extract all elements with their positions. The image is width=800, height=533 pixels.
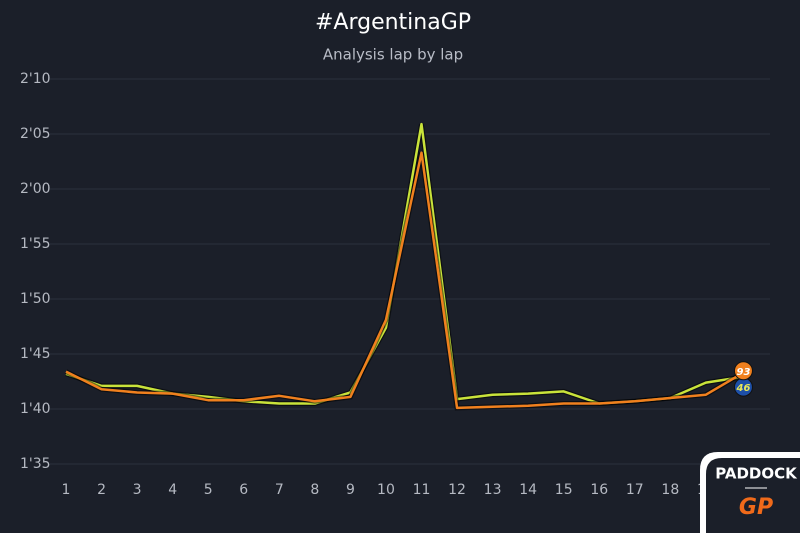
x-tick-label: 2: [97, 482, 106, 498]
y-tick-label: 1'55: [20, 236, 51, 252]
y-tick-label: 1'35: [20, 456, 51, 472]
x-tick-label: 14: [519, 482, 537, 498]
chart-subtitle: Analysis lap by lap: [323, 46, 463, 64]
badge: [733, 361, 753, 381]
badge-label: 93: [736, 367, 750, 378]
x-tick-label: 16: [590, 482, 608, 498]
logo-inner: [706, 458, 800, 533]
logo: PADDOCK GP: [700, 452, 800, 533]
series-line: [65, 151, 743, 410]
y-tick-label: 1'50: [20, 291, 51, 307]
x-tick-label: 8: [310, 482, 319, 498]
x-tick-label: 15: [555, 482, 573, 498]
logo-top: PADDOCK: [715, 465, 798, 483]
x-tick-label: 17: [626, 482, 644, 498]
x-tick-label: 4: [168, 482, 177, 498]
x-tick-label: 11: [413, 482, 431, 498]
logo-bottom: GP: [739, 495, 773, 520]
x-tick-label: 3: [133, 482, 142, 498]
y-tick-label: 2'05: [20, 126, 51, 142]
badge-label: 46: [735, 383, 750, 394]
x-tick-label: 13: [484, 482, 502, 498]
x-tick-label: 12: [448, 482, 466, 498]
plot-area: 1'351'401'451'501'552'002'052'101 2 3 4 5 6 7 8…: [20, 71, 770, 498]
x-tick-label: 1: [62, 482, 71, 498]
x-tick-label: 10: [377, 482, 395, 498]
y-tick-label: 1'45: [20, 346, 51, 362]
x-tick-label: 5: [204, 482, 213, 498]
y-tick-label: 2'00: [20, 181, 51, 197]
x-tick-label: 9: [346, 482, 355, 498]
x-tick-label: 7: [275, 482, 284, 498]
y-tick-label: 1'40: [20, 401, 51, 417]
y-tick-label: 2'10: [20, 71, 51, 87]
x-tick-label: 6: [239, 482, 248, 498]
x-tick-label: 18: [661, 482, 679, 498]
chart-title: #ArgentinaGP: [315, 10, 471, 35]
